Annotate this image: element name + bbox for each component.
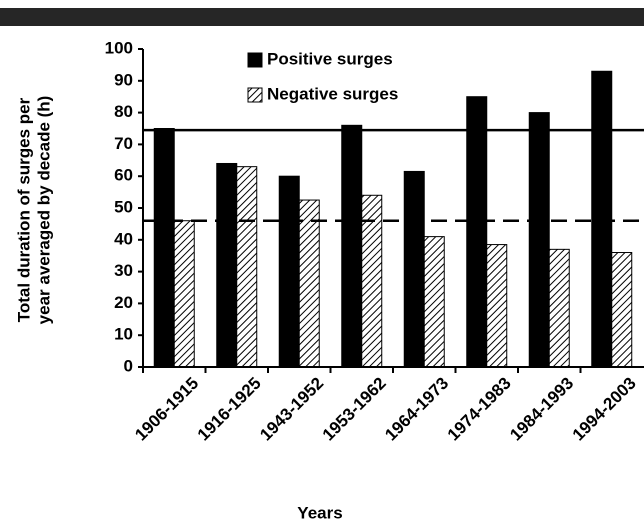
- y-tick-label: 90: [114, 70, 133, 89]
- bar: [173, 220, 195, 368]
- x-tick-group: 1964-1973: [381, 374, 452, 445]
- x-tick-label: 1974-1983: [444, 374, 515, 445]
- y-tick-label: 100: [105, 38, 133, 57]
- bar: [153, 128, 175, 368]
- x-tick-group: 1994-2003: [569, 374, 640, 445]
- x-tick-group: 1943-1952: [256, 374, 327, 445]
- bar: [528, 112, 550, 368]
- x-axis-title: Years: [297, 503, 342, 522]
- legend-swatch: [247, 52, 263, 68]
- x-tick-label: 1953-1962: [319, 374, 390, 445]
- bar: [236, 166, 258, 368]
- legend-swatch: [247, 87, 263, 103]
- y-axis-title: year averaged by decade (h): [34, 96, 53, 325]
- y-tick-label: 0: [124, 356, 133, 375]
- x-tick-group: 1953-1962: [319, 374, 390, 445]
- bar: [278, 175, 300, 368]
- bar: [611, 252, 633, 368]
- x-tick-label: 1984-1993: [506, 374, 577, 445]
- legend-label: Positive surges: [267, 49, 393, 68]
- bar: [403, 170, 425, 368]
- x-tick-label: 1906-1915: [131, 374, 202, 445]
- y-tick-label: 10: [114, 325, 133, 344]
- legend-label: Negative surges: [267, 84, 398, 103]
- x-tick-label: 1916-1925: [194, 374, 265, 445]
- x-tick-label: 1943-1952: [256, 374, 327, 445]
- x-tick-group: 1916-1925: [194, 374, 265, 445]
- y-axis-title: Total duration of surges per: [14, 97, 33, 322]
- y-tick-label: 70: [114, 134, 133, 153]
- y-tick-label: 50: [114, 197, 133, 216]
- y-tick-label: 60: [114, 166, 133, 185]
- x-tick-group: 1974-1983: [444, 374, 515, 445]
- x-tick-label: 1994-2003: [569, 374, 640, 445]
- x-tick-label: 1964-1973: [381, 374, 452, 445]
- bar: [591, 70, 613, 368]
- bar: [466, 96, 488, 368]
- y-tick-label: 30: [114, 261, 133, 280]
- y-tick-label: 40: [114, 229, 133, 248]
- header-band: [0, 8, 644, 26]
- bar: [423, 236, 445, 368]
- bar: [298, 199, 320, 368]
- bar: [548, 248, 570, 368]
- bar: [341, 124, 363, 368]
- x-tick-group: 1906-1915: [131, 374, 202, 445]
- bar: [486, 244, 508, 368]
- y-tick-label: 20: [114, 293, 133, 312]
- x-tick-group: 1984-1993: [506, 374, 577, 445]
- bar: [216, 162, 238, 368]
- y-tick-label: 80: [114, 102, 133, 121]
